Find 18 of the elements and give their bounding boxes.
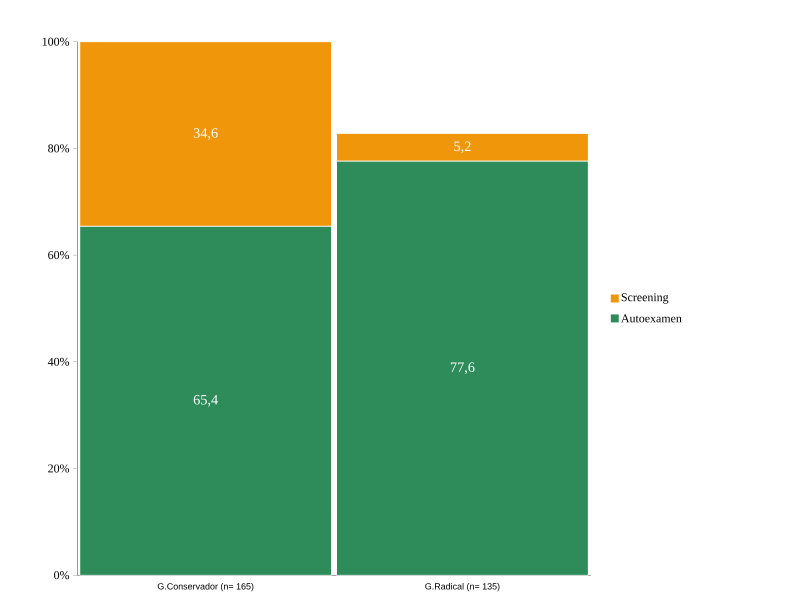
legend-label: Screening xyxy=(622,293,668,304)
data-label: 65,4 xyxy=(194,394,218,407)
bar xyxy=(336,160,589,576)
y-tick-label: 60% xyxy=(48,251,70,260)
y-tick-label: 40% xyxy=(48,358,70,366)
bar xyxy=(79,226,332,576)
bar xyxy=(336,133,589,162)
y-tick-label: 80% xyxy=(48,144,70,152)
data-label: 5,2 xyxy=(454,141,471,154)
y-tick-label: 20% xyxy=(48,464,70,473)
data-label: 34,6 xyxy=(194,128,218,140)
x-tick-label: G.Radical (n= 135) xyxy=(425,582,500,592)
x-tick-label: G.Conservador (n= 165) xyxy=(158,582,254,592)
data-label: 77,6 xyxy=(450,362,475,374)
legend-label: Autoexamen xyxy=(621,314,682,322)
y-tick-label: 100% xyxy=(42,38,70,46)
bar xyxy=(79,42,332,227)
y-tick-label: 0% xyxy=(54,571,70,580)
